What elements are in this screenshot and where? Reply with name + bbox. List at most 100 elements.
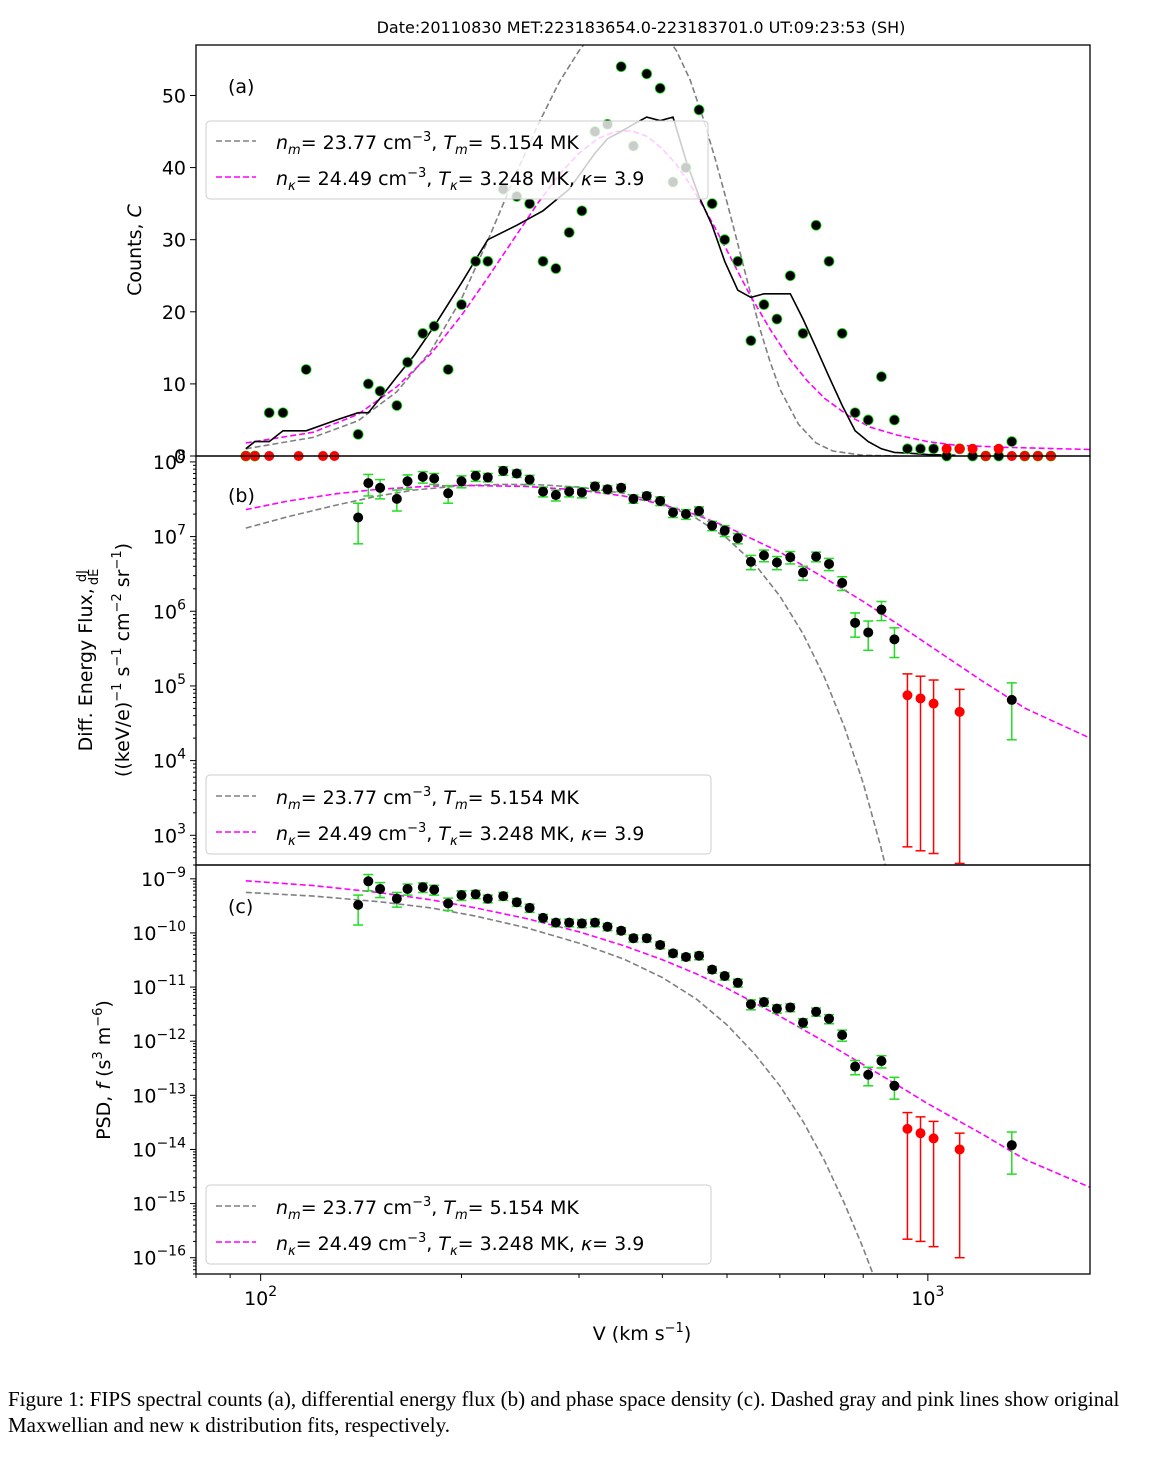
data-point [550, 490, 561, 501]
y-tick-label: 103 [153, 821, 186, 847]
data-point [863, 627, 874, 638]
data-point [732, 977, 743, 988]
data-point [353, 512, 364, 523]
invalid-point [993, 443, 1004, 454]
data-point [758, 996, 769, 1007]
data-point [1006, 694, 1017, 705]
invalid-point [941, 443, 952, 454]
data-point [694, 506, 705, 517]
invalid-point [902, 690, 913, 701]
data-point [362, 378, 374, 390]
data-point [785, 552, 796, 563]
y-tick-label: 104 [153, 747, 186, 773]
data-point [353, 899, 364, 910]
data-point [876, 1056, 887, 1067]
y-tick-label: 10−9 [141, 865, 186, 891]
data-point [811, 1006, 822, 1017]
data-point [862, 414, 874, 426]
data-point [300, 364, 312, 375]
data-point [850, 617, 861, 628]
data-point [784, 270, 796, 282]
svg-text:Diff. Energy Flux, dJdE: Diff. Energy Flux, dJdE [75, 569, 102, 752]
data-point [628, 933, 639, 944]
data-point [470, 470, 481, 481]
y-tick-label: 10−14 [132, 1135, 186, 1161]
y-tick-label: 10−10 [132, 919, 186, 945]
legend-kappa-label: nκ= 24.49 cm−3, Tκ= 3.248 MK, κ= 3.9 [276, 166, 644, 194]
panel-c-plot-area [245, 873, 1090, 1274]
data-point [928, 443, 939, 455]
y-tick-label: 10 [162, 374, 186, 396]
data-point [694, 950, 705, 961]
data-point [837, 577, 848, 588]
data-point [375, 482, 386, 493]
data-point [538, 912, 549, 923]
data-point [589, 917, 600, 928]
data-point [550, 917, 561, 928]
data-point [707, 964, 718, 975]
data-point [771, 557, 782, 568]
data-point [849, 407, 861, 419]
data-point [402, 476, 413, 487]
data-point [654, 82, 666, 94]
data-point [375, 883, 386, 894]
data-point [363, 876, 374, 887]
invalid-point [915, 693, 926, 704]
data-point [798, 1017, 809, 1028]
data-point [511, 468, 522, 479]
data-point [641, 490, 652, 501]
maxwellian-fit-line [245, 483, 887, 865]
data-point [693, 104, 705, 116]
data-point [602, 921, 613, 932]
data-point [745, 999, 756, 1010]
data-point [524, 474, 535, 485]
figure-caption: Figure 1: FIPS spectral counts (a), diff… [8, 1387, 1120, 1437]
invalid-point [928, 698, 939, 709]
data-point [537, 255, 549, 267]
data-point [680, 509, 691, 520]
data-point [1006, 436, 1018, 447]
data-point [456, 299, 467, 310]
invalid-point [954, 1144, 965, 1155]
y-tick-label: 20 [162, 302, 186, 324]
legend-maxwellian-label: nm= 23.77 cm−3, Tm= 5.154 MK [276, 1195, 579, 1223]
data-point [680, 951, 691, 962]
invalid-point [915, 1128, 926, 1139]
data-point [616, 925, 627, 936]
data-point [706, 198, 718, 210]
panel-b-legend: nm= 23.77 cm−3, Tm= 5.154 MK nκ= 24.49 c… [205, 774, 712, 855]
data-point [771, 1003, 782, 1014]
panel-b-plot-area [245, 465, 1090, 865]
data-point [811, 551, 822, 562]
data-point [277, 407, 289, 419]
y-tick-label: 10−16 [132, 1244, 186, 1270]
data-point [374, 385, 386, 397]
data-point [482, 893, 493, 904]
x-axis-label: V (km s−1) [593, 1321, 692, 1345]
data-point [655, 939, 666, 950]
panel-a-plot-area [240, 45, 1090, 462]
data-point [402, 883, 413, 894]
panel-a-label: (a) [228, 76, 254, 98]
data-point [785, 1002, 796, 1013]
data-point [498, 891, 509, 902]
kappa-fit-line [245, 484, 1090, 739]
y-tick-label: 10−12 [132, 1027, 186, 1053]
data-point [758, 299, 770, 310]
data-point [417, 328, 429, 339]
data-point [641, 933, 652, 944]
data-point [429, 884, 440, 895]
data-point [443, 898, 454, 909]
panel-b-energy-flux: 103 104 105 106 107 108 (b) Diff. Energy Flux… [75, 448, 1091, 866]
y-tick-label: 10−13 [132, 1081, 186, 1107]
data-point [456, 890, 467, 901]
y-tick-label: 105 [153, 672, 186, 698]
data-point [876, 604, 887, 615]
data-point [538, 486, 549, 497]
legend-maxwellian-label: nm= 23.77 cm−3, Tm= 5.154 MK [276, 130, 579, 158]
y-tick-label: 10−11 [132, 973, 186, 999]
data-point [417, 882, 428, 893]
y-tick-label: 0 [174, 446, 186, 468]
data-point [771, 313, 783, 325]
